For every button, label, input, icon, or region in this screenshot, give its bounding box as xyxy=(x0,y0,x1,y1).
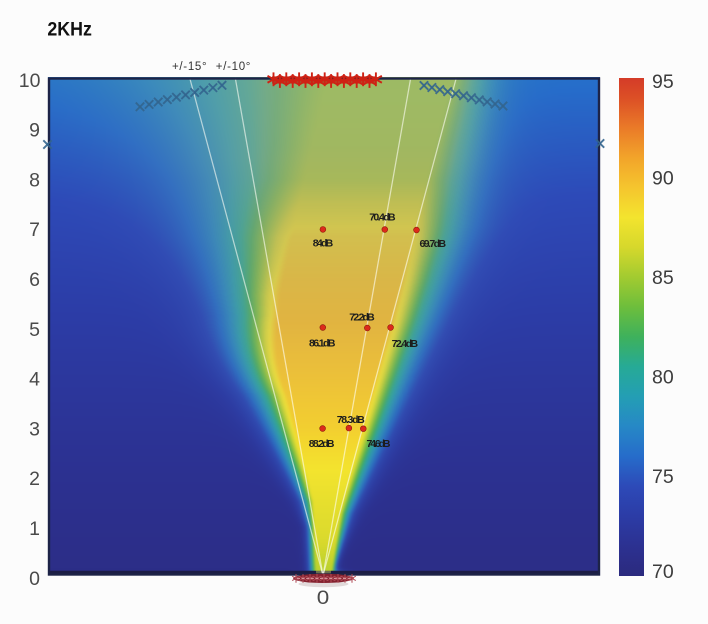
svg-text:+/-10°: +/-10° xyxy=(216,61,251,73)
svg-text:80: 80 xyxy=(652,367,674,389)
svg-text:4: 4 xyxy=(29,369,40,391)
svg-text:95: 95 xyxy=(652,71,674,93)
svg-text:88.2dB: 88.2dB xyxy=(309,438,335,450)
svg-text:9: 9 xyxy=(29,120,40,142)
svg-text:8: 8 xyxy=(29,169,40,191)
svg-text:90: 90 xyxy=(652,168,674,190)
svg-text:69.7dB: 69.7dB xyxy=(420,238,447,250)
svg-text:85: 85 xyxy=(652,267,674,289)
svg-text:84dB: 84dB xyxy=(313,237,334,249)
svg-text:5: 5 xyxy=(29,319,40,341)
svg-text:3: 3 xyxy=(29,418,40,440)
svg-text:86.1dB: 86.1dB xyxy=(309,338,336,350)
svg-text:2KHz: 2KHz xyxy=(47,19,92,41)
svg-text:+/-15°: +/-15° xyxy=(172,61,207,73)
svg-text:78.3dB: 78.3dB xyxy=(337,414,366,426)
svg-text:72.2dB: 72.2dB xyxy=(349,312,375,324)
svg-text:10: 10 xyxy=(19,70,41,92)
svg-text:72.4dB: 72.4dB xyxy=(392,338,419,350)
svg-text:74.6dB: 74.6dB xyxy=(367,438,391,450)
svg-text:0: 0 xyxy=(29,568,40,590)
svg-text:1: 1 xyxy=(29,518,40,540)
svg-text:7: 7 xyxy=(29,219,40,241)
svg-text:2: 2 xyxy=(29,468,40,490)
svg-text:6: 6 xyxy=(29,269,40,291)
svg-text:70: 70 xyxy=(652,561,674,583)
svg-text:0: 0 xyxy=(317,587,330,609)
svg-text:70.4dB: 70.4dB xyxy=(369,212,396,224)
svg-text:75: 75 xyxy=(652,466,674,488)
